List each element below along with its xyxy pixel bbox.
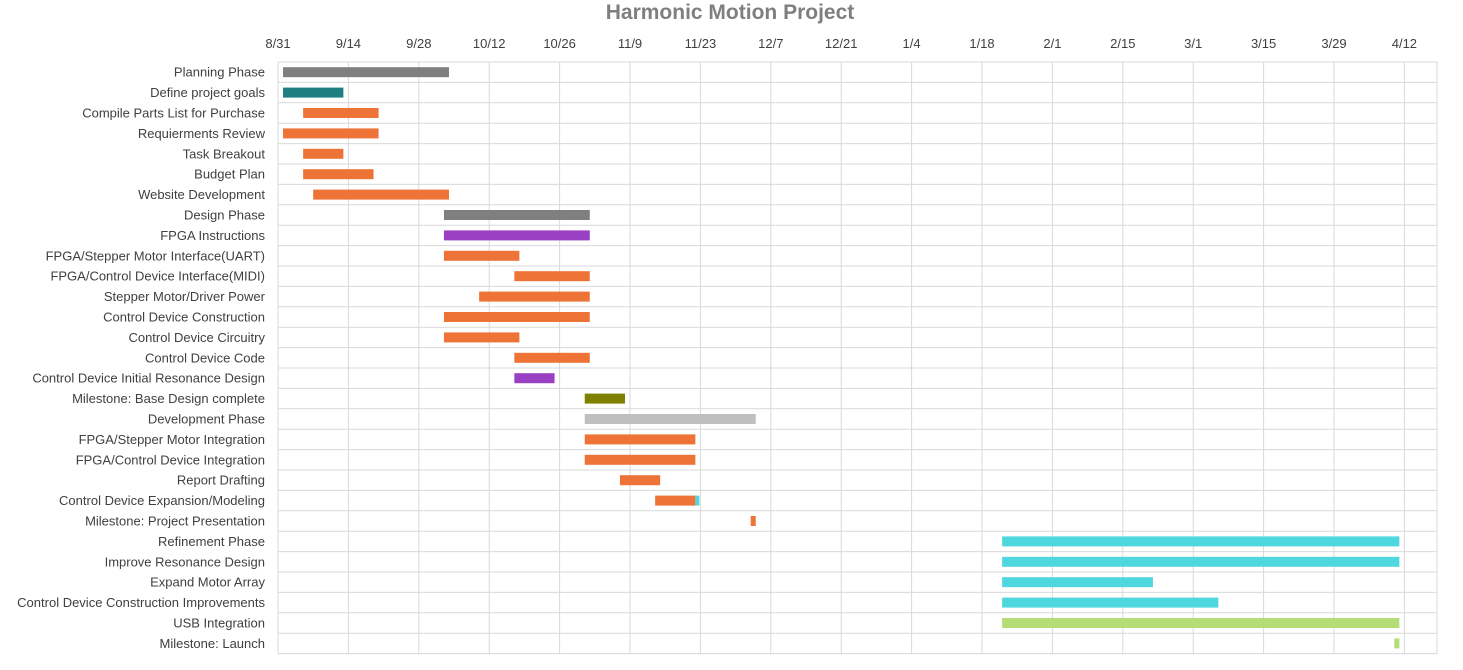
x-tick-label: 2/15 [1110,36,1135,51]
task-label: Control Device Code [145,350,265,365]
task-bar [303,148,344,159]
task-bar [303,169,374,180]
task-label: FPGA/Stepper Motor Integration [79,432,265,447]
task-label: Control Device Circuitry [128,330,265,345]
task-bar [1002,618,1400,628]
task-bar [584,414,756,424]
task-label: Define project goals [150,85,265,100]
task-label: Milestone: Project Presentation [85,514,265,529]
task-label: Control Device Construction Improvements [17,595,265,610]
task-bars [283,67,1400,649]
task-bar [584,393,625,404]
task-label: FPGA/Control Device Interface(MIDI) [50,269,265,284]
task-bar [303,108,379,118]
x-tick-label: 3/29 [1321,36,1346,51]
task-bar [443,332,520,343]
grid-layer [277,61,1438,655]
task-label: Milestone: Base Design complete [72,391,265,406]
x-tick-label: 1/18 [969,36,994,51]
task-bar [619,475,661,486]
x-tick-label: 3/15 [1251,36,1276,51]
task-bar [313,189,449,200]
task-bar [1002,536,1400,547]
task-bar [443,250,520,261]
task-label: Expand Motor Array [150,575,265,590]
task-label: Website Development [138,187,265,202]
task-bar [750,516,756,526]
task-bar [584,454,696,465]
task-label: USB Integration [173,616,265,631]
task-label: Stepper Motor/Driver Power [104,289,266,304]
task-label: Improve Resonance Design [105,554,265,569]
x-tick-label: 10/12 [473,36,506,51]
x-tick-label: 1/4 [903,36,921,51]
x-tick-label: 11/9 [618,36,642,51]
task-label: Refinement Phase [158,534,265,549]
task-bar-tail [695,495,700,506]
task-label: FPGA/Control Device Integration [76,452,265,467]
task-bar [514,271,590,282]
task-bar [655,495,696,506]
x-tick-label: 9/14 [336,36,361,51]
x-tick-label: 4/12 [1392,36,1417,51]
x-tick-label: 12/7 [758,36,783,51]
x-tick-label: 3/1 [1184,36,1202,51]
chart-title: Harmonic Motion Project [606,1,855,24]
x-tick-label: 2/1 [1043,36,1061,51]
task-label: FPGA Instructions [160,228,265,243]
task-label: Control Device Construction [103,310,265,325]
task-label: Control Device Expansion/Modeling [59,493,265,508]
x-tick-label: 11/23 [685,36,717,51]
task-bar [283,87,344,98]
task-label: Planning Phase [174,65,265,80]
task-label: Milestone: Launch [159,636,265,651]
task-bar [514,352,590,363]
task-label: FPGA/Stepper Motor Interface(UART) [46,248,265,263]
x-axis-ticks: 8/31 9/14 9/28 10/12 10/26 11/9 11/23 12/7 12/21… [265,36,1417,51]
x-tick-label: 12/21 [825,36,858,51]
task-bar [1002,577,1153,588]
task-label: Task Breakout [183,146,266,161]
task-label: Design Phase [184,208,265,223]
task-label: Compile Parts List for Purchase [82,106,265,121]
x-tick-label: 9/28 [406,36,431,51]
task-bar [283,67,449,78]
x-tick-label: 10/26 [543,36,576,51]
x-tick-label: 8/31 [265,36,290,51]
task-bar [443,230,590,241]
task-bar [584,434,696,445]
task-label: Control Device Initial Resonance Design [32,371,265,386]
task-bar [443,210,590,220]
task-label: Requierments Review [138,126,266,141]
task-bar [1394,638,1400,649]
task-label: Budget Plan [194,167,265,182]
task-bar [1002,556,1400,567]
task-bar [479,291,590,302]
task-label: Report Drafting [177,473,265,488]
task-bar [514,373,555,384]
task-bar [1002,597,1219,608]
task-label: Development Phase [148,412,265,427]
task-bar [443,312,590,322]
task-bar [283,128,379,139]
task-labels: Planning Phase Define project goals Compil… [17,65,265,651]
